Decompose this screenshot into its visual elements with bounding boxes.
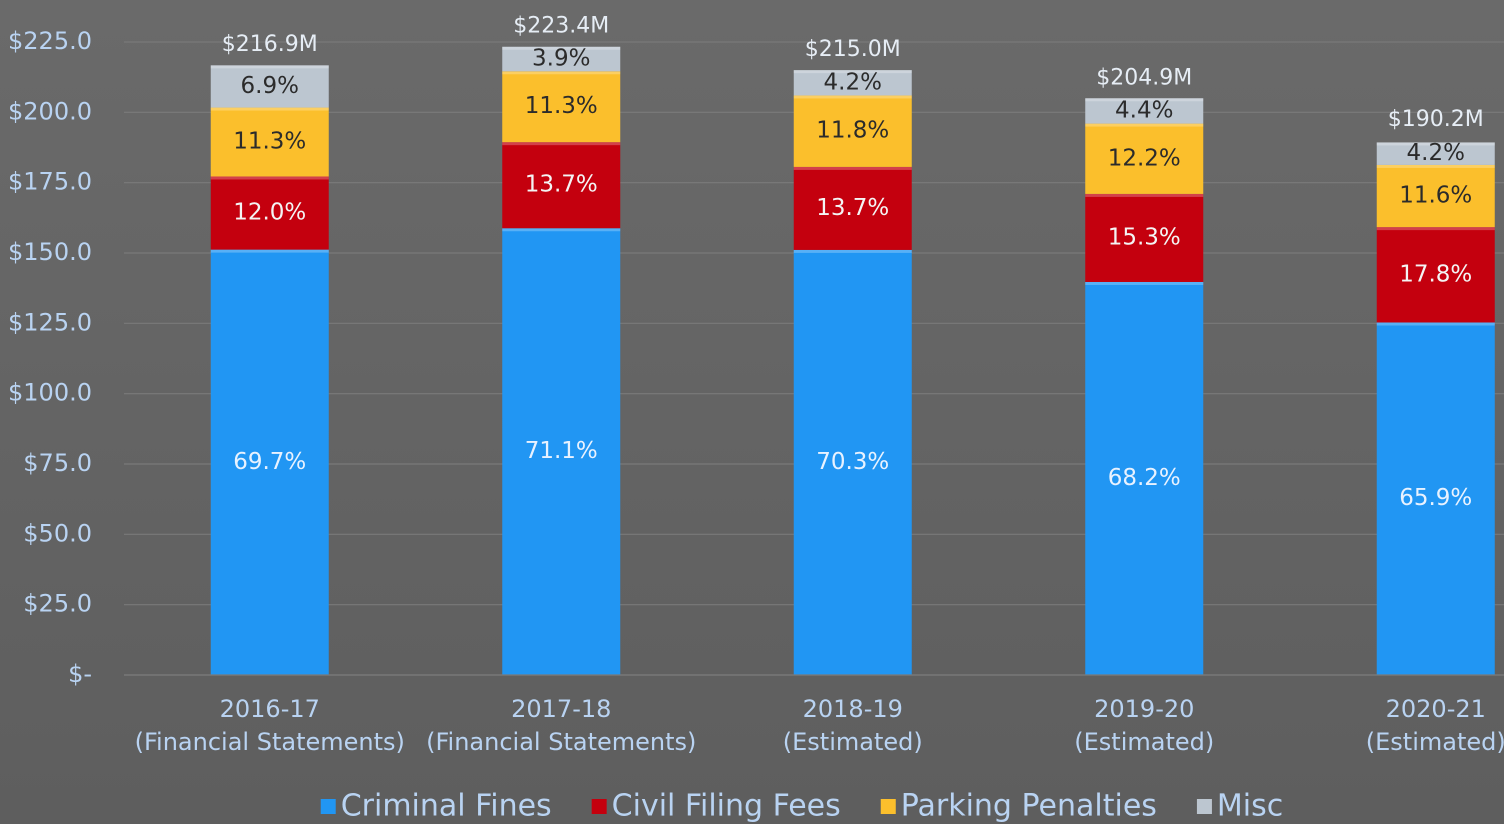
bar-segment (1085, 281, 1204, 675)
bar-segment (1085, 193, 1204, 282)
bar-highlight (793, 166, 912, 170)
segment-label: 65.9% (1399, 485, 1472, 511)
y-tick-label: $25.0 (23, 590, 92, 618)
legend-item: Misc (1196, 789, 1283, 824)
y-tick-label: $225.0 (8, 27, 92, 55)
y-tick-label: $50.0 (23, 519, 92, 547)
bar-highlight (1376, 142, 1495, 146)
bar-highlight (210, 249, 329, 253)
legend-label: Parking Penalties (901, 789, 1157, 824)
legend-item: Civil Filing Fees (591, 789, 841, 824)
bar-segment (1376, 164, 1495, 228)
bar-highlight (1376, 164, 1495, 168)
segment-label: 4.4% (1115, 97, 1173, 123)
segment-label: 11.3% (525, 93, 598, 119)
x-tick-label: (Estimated) (1074, 728, 1214, 756)
segment-label: 13.7% (816, 195, 889, 221)
total-label: $215.0M (805, 37, 901, 62)
legend-item: Criminal Fines (320, 789, 552, 824)
y-tick-label: $75.0 (23, 449, 92, 477)
segment-label: 11.6% (1399, 183, 1472, 209)
legend-item: Parking Penalties (880, 789, 1157, 824)
bar-segment (1376, 227, 1495, 323)
x-tick-label: (Estimated) (783, 728, 923, 756)
segment-label: 70.3% (816, 449, 889, 475)
legend-swatch (591, 799, 607, 814)
bar-highlight (1085, 123, 1204, 127)
bar-segment (502, 228, 621, 675)
y-tick-label: $200.0 (8, 97, 92, 125)
segment-label: 69.7% (233, 449, 306, 475)
x-tick-label: (Estimated) (1366, 728, 1504, 756)
segment-label: 13.7% (525, 172, 598, 198)
x-tick-label: 2020-21 (1386, 695, 1486, 723)
bar-highlight (502, 46, 621, 50)
segment-label: 3.9% (532, 46, 590, 72)
bar-highlight (502, 71, 621, 75)
x-tick-label: 2016-17 (220, 695, 320, 723)
bar-highlight (1085, 281, 1204, 285)
bar-segment (502, 46, 621, 72)
bar-segment (1376, 142, 1495, 165)
bar-segment (210, 65, 329, 108)
segment-label: 71.1% (525, 438, 598, 464)
x-tick-label: (Financial Statements) (426, 728, 696, 756)
x-tick-label: 2017-18 (511, 695, 611, 723)
bar-highlight (502, 142, 621, 146)
bar-segment (210, 107, 329, 177)
bar-segment (210, 176, 329, 250)
y-tick-label: $175.0 (8, 168, 92, 196)
y-tick-label: $125.0 (8, 308, 92, 336)
total-label: $204.9M (1096, 66, 1192, 91)
bar-segment (210, 249, 329, 675)
x-tick-label: 2019-20 (1094, 695, 1194, 723)
total-label: $223.4M (513, 14, 609, 39)
legend-label: Civil Filing Fees (612, 789, 841, 824)
x-tick-label: 2018-19 (803, 695, 903, 723)
segment-label: 11.3% (233, 129, 306, 155)
segment-label: 4.2% (1407, 140, 1465, 166)
legend-swatch (880, 799, 896, 814)
bar-highlight (210, 176, 329, 180)
bar-highlight (1376, 322, 1495, 326)
total-label: $216.9M (222, 32, 318, 57)
segment-label: 17.8% (1399, 261, 1472, 287)
legend-swatch (1196, 799, 1212, 814)
bar-highlight (210, 65, 329, 69)
bar-segment (793, 166, 912, 250)
bar-highlight (502, 228, 621, 232)
bar-segment (502, 71, 621, 143)
legend-label: Criminal Fines (341, 789, 552, 824)
bar-segment (1376, 322, 1495, 675)
y-tick-label: $100.0 (8, 379, 92, 407)
bar-segment (502, 142, 621, 229)
bar-highlight (793, 70, 912, 74)
bar-highlight (793, 95, 912, 99)
bar-highlight (1376, 227, 1495, 231)
bar-highlight (1085, 98, 1204, 102)
segment-label: 12.0% (233, 200, 306, 226)
y-tick-label: $- (68, 660, 92, 688)
segment-label: 15.3% (1108, 224, 1181, 250)
legend-label: Misc (1217, 789, 1283, 824)
segment-label: 4.2% (824, 69, 882, 95)
segment-label: 12.2% (1108, 145, 1181, 171)
y-tick-label: $150.0 (8, 238, 92, 266)
segment-label: 11.8% (816, 118, 889, 144)
bar-highlight (793, 249, 912, 253)
bar-segment (1085, 98, 1204, 124)
bar-segment (793, 95, 912, 167)
total-label: $190.2M (1388, 107, 1484, 132)
bar-highlight (210, 107, 329, 111)
segment-label: 68.2% (1108, 465, 1181, 491)
legend-swatch (320, 799, 336, 814)
bar-segment (1085, 123, 1204, 194)
x-tick-label: (Financial Statements) (135, 728, 405, 756)
segment-label: 6.9% (241, 73, 299, 99)
bar-highlight (1085, 193, 1204, 197)
bar-segment (793, 70, 912, 96)
bar-segment (793, 249, 912, 675)
